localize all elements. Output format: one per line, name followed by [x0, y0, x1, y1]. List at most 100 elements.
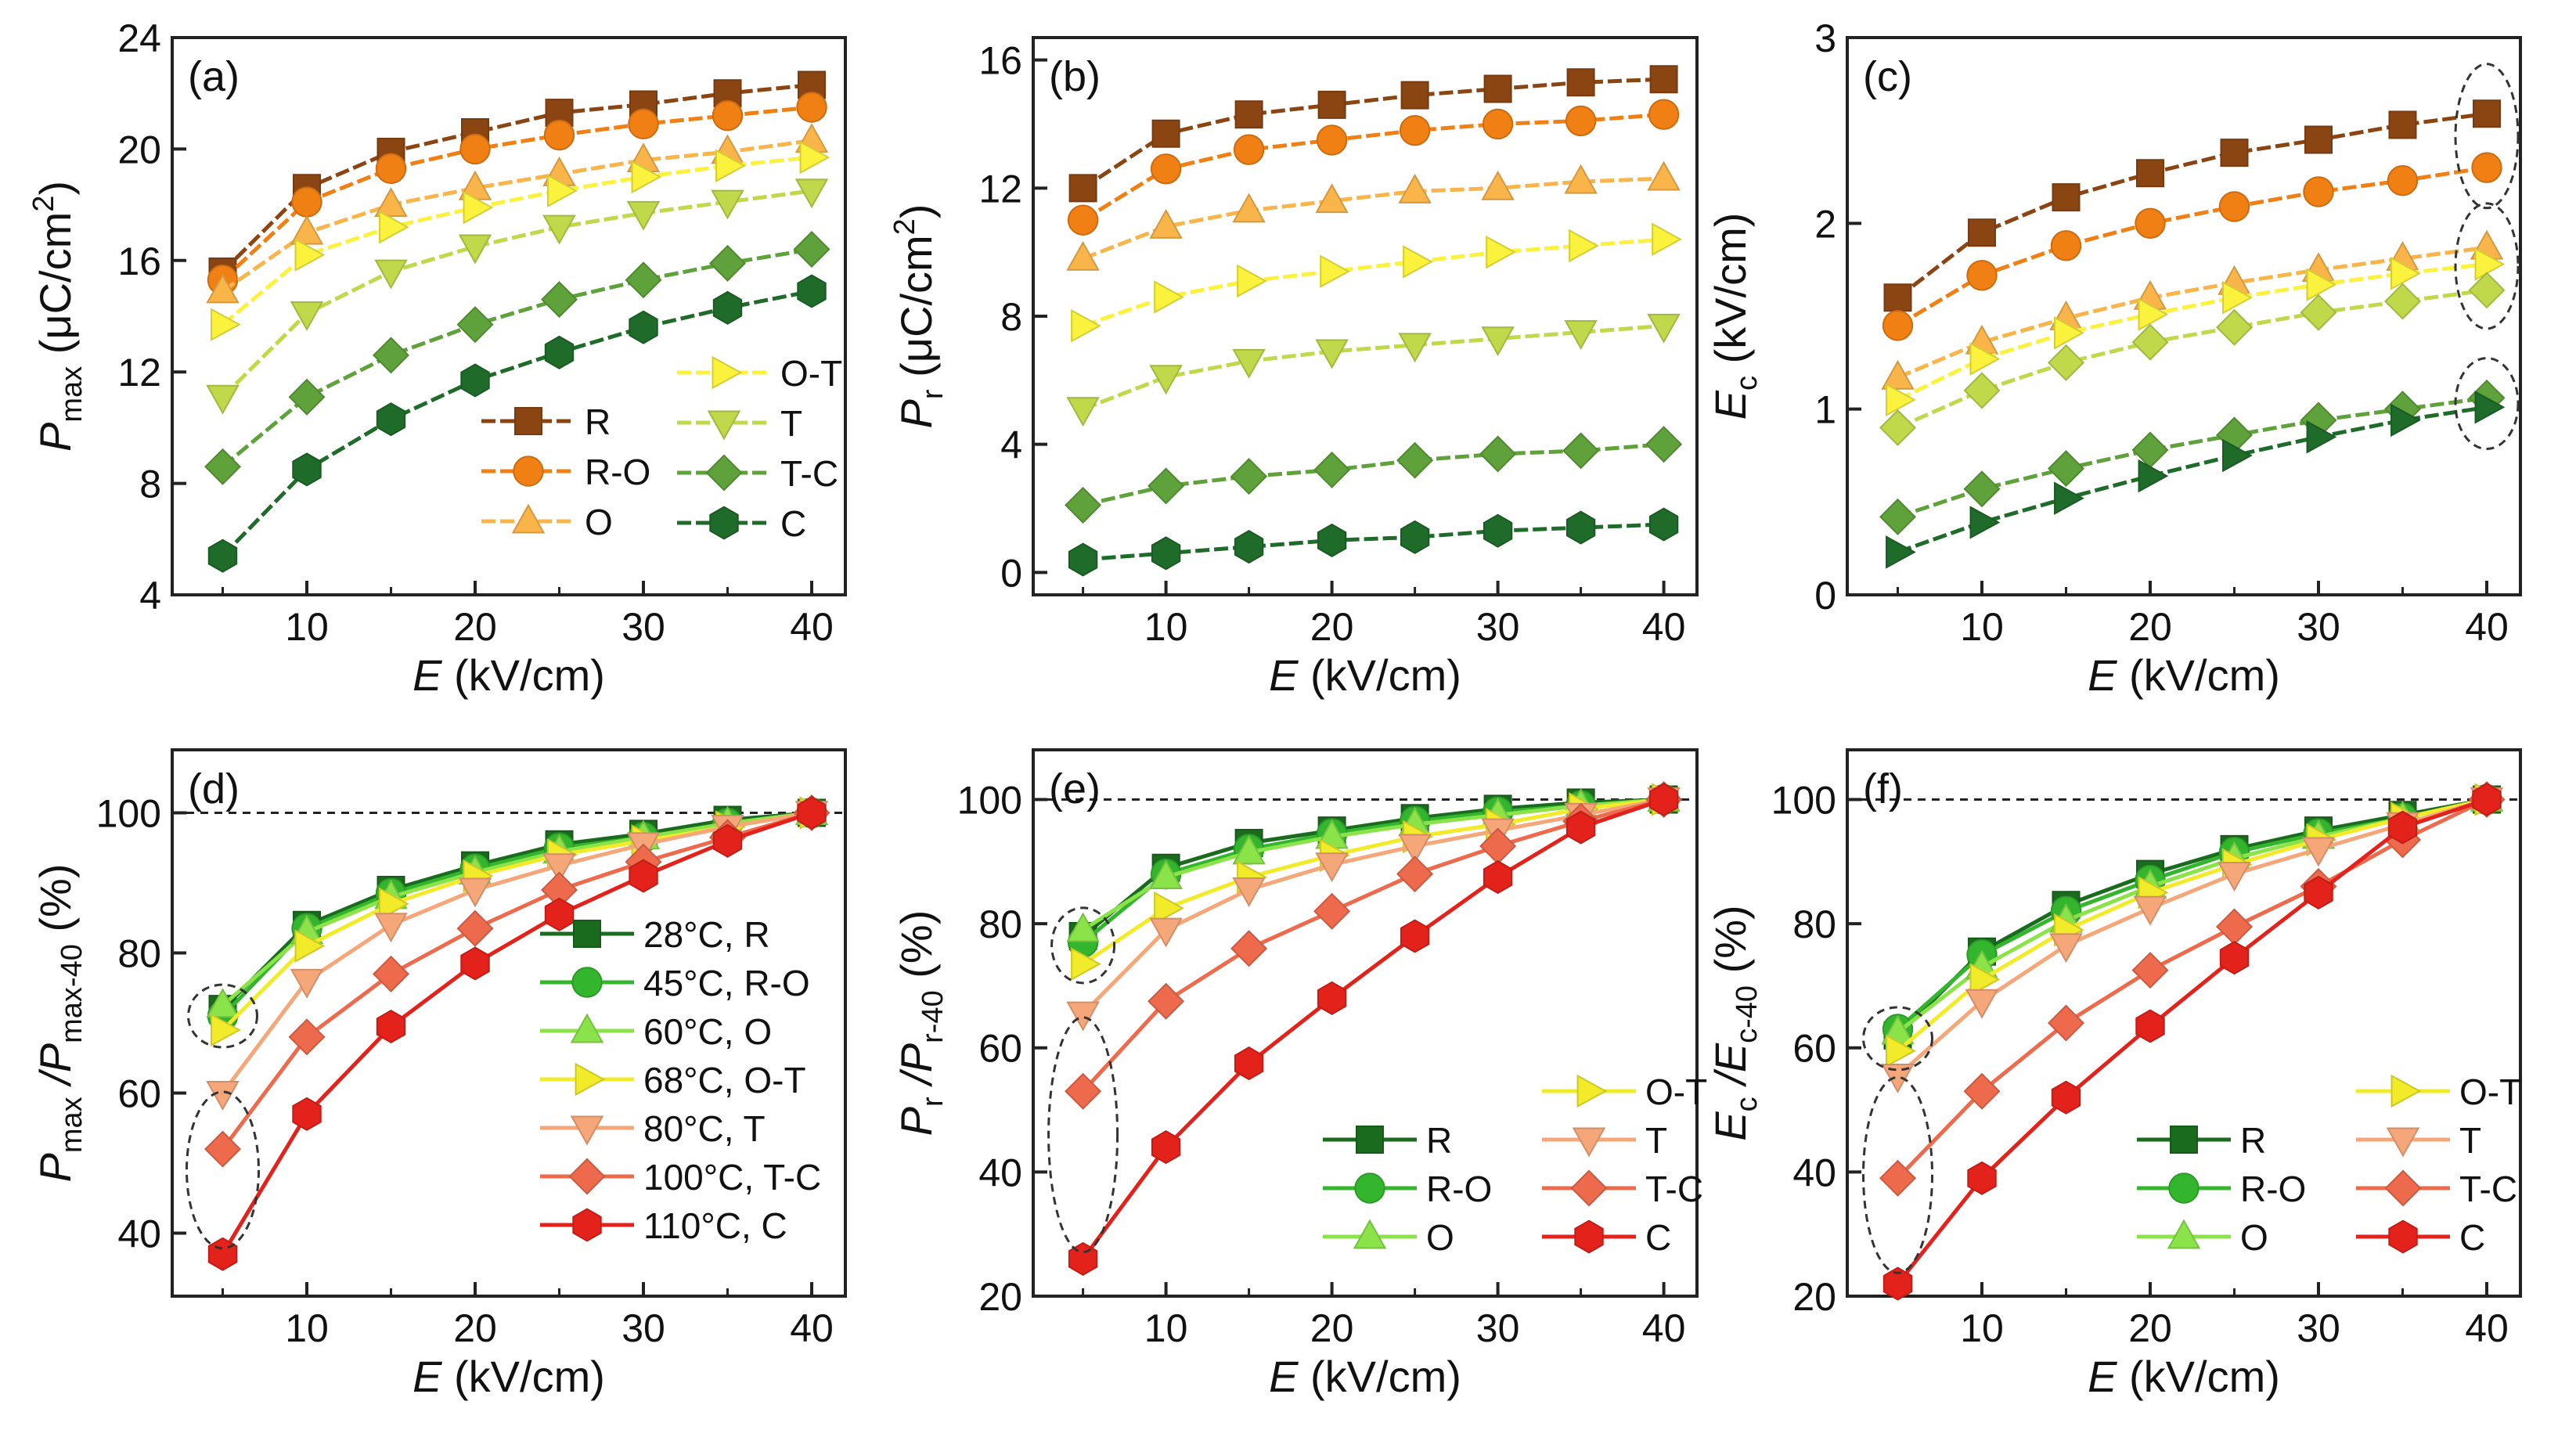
data-point [1647, 313, 1681, 344]
x-tick-label: 40 [1642, 1306, 1686, 1350]
data-point [2135, 1009, 2165, 1043]
y-axis-label-main: P [31, 423, 80, 452]
data-point [2471, 152, 2502, 183]
legend-item: O-T [677, 353, 842, 394]
legend-marker [712, 355, 743, 390]
data-point [1963, 470, 2001, 508]
y-axis-label-sub: max [56, 366, 88, 423]
data-point [1237, 264, 1267, 298]
legend-marker [570, 1115, 604, 1146]
legend-label: R-O [585, 452, 650, 492]
x-tick-label: 30 [621, 605, 665, 649]
legend-marker [2384, 1169, 2422, 1207]
data-point [1879, 498, 1917, 535]
legend-marker [709, 506, 739, 540]
data-point [2131, 431, 2169, 469]
data-point [2468, 272, 2506, 309]
data-point [290, 301, 324, 331]
series-line-O [222, 139, 812, 294]
data-point [1398, 834, 1432, 864]
legend-label: 110°C, C [643, 1205, 787, 1246]
y-axis-label-main: P [31, 1153, 80, 1182]
data-point [1066, 397, 1100, 427]
data-point [206, 988, 240, 1018]
legend: R R-O O O-T T T-C C [2137, 1072, 2521, 1258]
y-tick-label: 80 [1792, 902, 1836, 946]
data-point [211, 308, 241, 341]
data-point [1147, 467, 1185, 505]
data-point [2303, 176, 2334, 207]
data-point [1648, 782, 1679, 817]
legend-label: T-C [2459, 1169, 2517, 1209]
x-axis-label-symbol: E [413, 1352, 442, 1401]
data-point [1483, 860, 1513, 895]
y-tick-label: 16 [978, 39, 1022, 83]
data-point [1881, 359, 1915, 390]
legend-item: 100°C, T-C [540, 1157, 821, 1198]
data-point [1564, 164, 1598, 194]
data-point [1154, 891, 1184, 925]
data-point [1565, 105, 1597, 137]
legend-item: 110°C, C [540, 1205, 787, 1246]
data-point [206, 384, 240, 415]
data-point [628, 108, 659, 140]
y-tick-label: 16 [117, 240, 161, 283]
data-point [1565, 810, 1596, 845]
data-point [1396, 855, 1434, 893]
data-point [629, 859, 658, 893]
legend-item: T-C [1542, 1169, 1703, 1209]
data-point [2220, 139, 2249, 167]
legend-label: C [1645, 1217, 1671, 1258]
panel-label: (c) [1863, 53, 1912, 100]
x-axis-label: E (kV/cm) [2088, 1352, 2280, 1401]
x-tick-label: 40 [2465, 605, 2509, 649]
legend-item: T-C [677, 453, 838, 494]
legend-label: T [1645, 1120, 1667, 1161]
series-line-T-C [1081, 798, 1665, 1093]
series-line-60CO [221, 811, 812, 1007]
y-axis-label-sup: 2 [27, 196, 60, 212]
panel-label: (f) [1863, 765, 1903, 812]
data-point [292, 1097, 322, 1131]
data-point [376, 402, 406, 437]
x-tick-label: 20 [453, 1306, 497, 1350]
legend: R R-O O O-T T T-C C [481, 353, 842, 544]
data-point [631, 160, 662, 194]
y-tick-label: 20 [978, 1275, 1022, 1319]
legend-marker [513, 456, 544, 487]
x-axis-label-symbol: E [2088, 650, 2117, 700]
data-point [796, 92, 827, 123]
data-point [1648, 99, 1680, 130]
series-line-O-T [1897, 262, 2488, 402]
data-point [1483, 74, 1512, 103]
data-point [374, 259, 408, 290]
data-point [542, 214, 576, 245]
data-point [1963, 1072, 2001, 1110]
x-tick-label: 20 [2128, 1306, 2172, 1350]
x-axis-label-symbol: E [1269, 1352, 1299, 1401]
legend-label: 80°C, T [643, 1108, 766, 1149]
data-point [2052, 183, 2081, 212]
legend-item: C [677, 503, 806, 544]
legend-label: O [2240, 1217, 2268, 1258]
data-point [2136, 159, 2164, 188]
legend-label: R [2240, 1120, 2266, 1161]
data-point [2219, 941, 2250, 975]
data-point [1233, 134, 1265, 165]
data-point [1645, 426, 1683, 463]
data-point [1879, 1159, 1917, 1197]
highlight-ellipse [1050, 906, 1116, 985]
data-point [713, 79, 742, 108]
data-point [1313, 892, 1351, 930]
data-point [1400, 520, 1430, 554]
series-line-T-C [1896, 798, 2488, 1180]
legend-marker [2168, 1172, 2200, 1204]
data-point [1965, 989, 1999, 1019]
y-tick-label: 12 [117, 351, 161, 394]
legend-marker [1576, 1074, 1608, 1108]
data-point [1398, 333, 1432, 363]
y-tick-label: 40 [117, 1212, 161, 1255]
data-point [1969, 963, 2001, 996]
legend-label: R-O [1426, 1169, 1492, 1209]
